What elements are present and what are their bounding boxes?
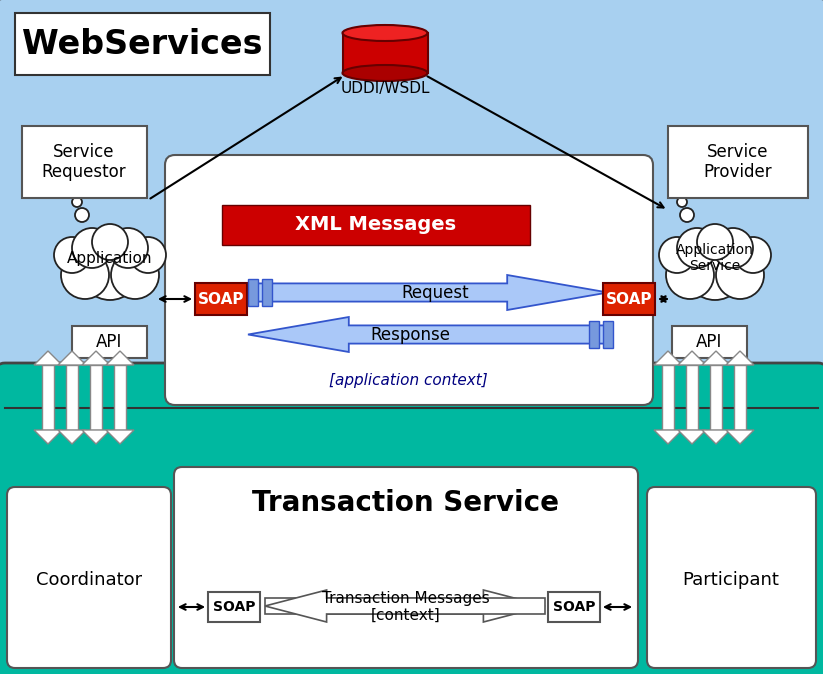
Text: XML Messages: XML Messages: [295, 216, 457, 235]
Circle shape: [108, 228, 148, 268]
Circle shape: [111, 251, 159, 299]
Circle shape: [659, 237, 695, 273]
Polygon shape: [654, 430, 682, 444]
Polygon shape: [106, 351, 134, 365]
Polygon shape: [726, 351, 754, 365]
Text: API: API: [695, 333, 723, 351]
Polygon shape: [34, 351, 62, 365]
Polygon shape: [82, 430, 110, 444]
Polygon shape: [265, 590, 545, 622]
FancyBboxPatch shape: [7, 487, 171, 668]
Text: Application: Application: [67, 251, 153, 266]
Polygon shape: [248, 275, 608, 310]
Polygon shape: [58, 351, 86, 365]
FancyBboxPatch shape: [603, 283, 655, 315]
Bar: [710, 365, 722, 430]
Text: SOAP: SOAP: [553, 600, 595, 614]
Polygon shape: [726, 430, 754, 444]
Text: Application
Service: Application Service: [676, 243, 754, 273]
Text: Transaction Messages
[context]: Transaction Messages [context]: [322, 591, 490, 623]
Polygon shape: [106, 430, 134, 444]
Text: Participant: Participant: [682, 571, 779, 589]
Circle shape: [61, 251, 109, 299]
Bar: [343, 33, 428, 73]
Polygon shape: [678, 430, 706, 444]
FancyBboxPatch shape: [647, 487, 816, 668]
Polygon shape: [82, 351, 110, 365]
Text: UDDI/WSDL: UDDI/WSDL: [340, 80, 430, 96]
Text: SOAP: SOAP: [198, 291, 244, 307]
Text: SOAP: SOAP: [213, 600, 255, 614]
Polygon shape: [265, 590, 545, 622]
FancyBboxPatch shape: [72, 326, 147, 358]
FancyBboxPatch shape: [195, 283, 247, 315]
Circle shape: [54, 237, 90, 273]
Circle shape: [685, 240, 745, 300]
Text: Response: Response: [370, 326, 450, 344]
FancyBboxPatch shape: [15, 13, 270, 75]
Circle shape: [80, 240, 140, 300]
Circle shape: [697, 224, 733, 260]
FancyBboxPatch shape: [208, 592, 260, 622]
Text: Transaction Service: Transaction Service: [253, 489, 560, 517]
Polygon shape: [248, 317, 608, 352]
Circle shape: [676, 189, 682, 195]
Text: Service
Requestor: Service Requestor: [42, 143, 126, 181]
Circle shape: [72, 228, 112, 268]
Circle shape: [92, 224, 128, 260]
FancyBboxPatch shape: [548, 592, 600, 622]
Polygon shape: [678, 351, 706, 365]
Circle shape: [735, 237, 771, 273]
Circle shape: [677, 228, 717, 268]
FancyBboxPatch shape: [668, 126, 808, 198]
FancyBboxPatch shape: [589, 321, 599, 348]
Polygon shape: [58, 430, 86, 444]
Polygon shape: [702, 351, 730, 365]
FancyBboxPatch shape: [262, 279, 272, 306]
Circle shape: [677, 197, 687, 207]
Bar: [66, 365, 78, 430]
FancyBboxPatch shape: [222, 205, 530, 245]
Text: WebServices: WebServices: [21, 28, 263, 61]
FancyBboxPatch shape: [248, 279, 258, 306]
Bar: [686, 365, 698, 430]
Bar: [662, 365, 674, 430]
FancyBboxPatch shape: [165, 155, 653, 405]
Text: Request: Request: [402, 284, 469, 301]
Bar: [90, 365, 102, 430]
Bar: [734, 365, 746, 430]
Circle shape: [130, 237, 166, 273]
Text: Service
Provider: Service Provider: [704, 143, 772, 181]
FancyBboxPatch shape: [22, 126, 147, 198]
FancyBboxPatch shape: [603, 321, 613, 348]
Text: API: API: [95, 333, 122, 351]
Bar: [114, 365, 126, 430]
Polygon shape: [34, 430, 62, 444]
Text: SOAP: SOAP: [606, 291, 653, 307]
Circle shape: [716, 251, 764, 299]
FancyBboxPatch shape: [672, 326, 747, 358]
Circle shape: [75, 208, 89, 222]
Bar: [42, 365, 54, 430]
Circle shape: [666, 251, 714, 299]
Circle shape: [71, 189, 77, 195]
Circle shape: [72, 197, 82, 207]
Ellipse shape: [342, 65, 427, 81]
Polygon shape: [654, 351, 682, 365]
Circle shape: [680, 208, 694, 222]
Ellipse shape: [342, 25, 427, 41]
Circle shape: [713, 228, 753, 268]
Polygon shape: [702, 430, 730, 444]
Text: [application context]: [application context]: [328, 373, 487, 388]
Text: Coordinator: Coordinator: [36, 571, 142, 589]
FancyBboxPatch shape: [0, 363, 823, 674]
FancyBboxPatch shape: [174, 467, 638, 668]
